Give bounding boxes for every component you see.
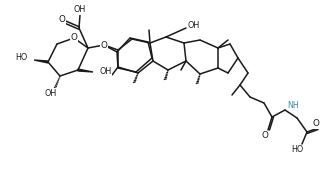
Text: OH: OH [74, 6, 86, 15]
Polygon shape [78, 69, 93, 72]
Text: NH: NH [287, 101, 299, 110]
Text: O: O [71, 33, 77, 42]
Text: OH: OH [99, 66, 111, 76]
Text: HO: HO [15, 54, 27, 63]
Text: HO: HO [291, 146, 303, 154]
Text: O: O [312, 119, 319, 128]
Polygon shape [34, 60, 48, 63]
Text: O: O [58, 16, 65, 25]
Text: OH: OH [188, 21, 200, 30]
Text: OH: OH [45, 90, 57, 99]
Text: O: O [262, 131, 268, 140]
Text: O: O [100, 41, 108, 50]
